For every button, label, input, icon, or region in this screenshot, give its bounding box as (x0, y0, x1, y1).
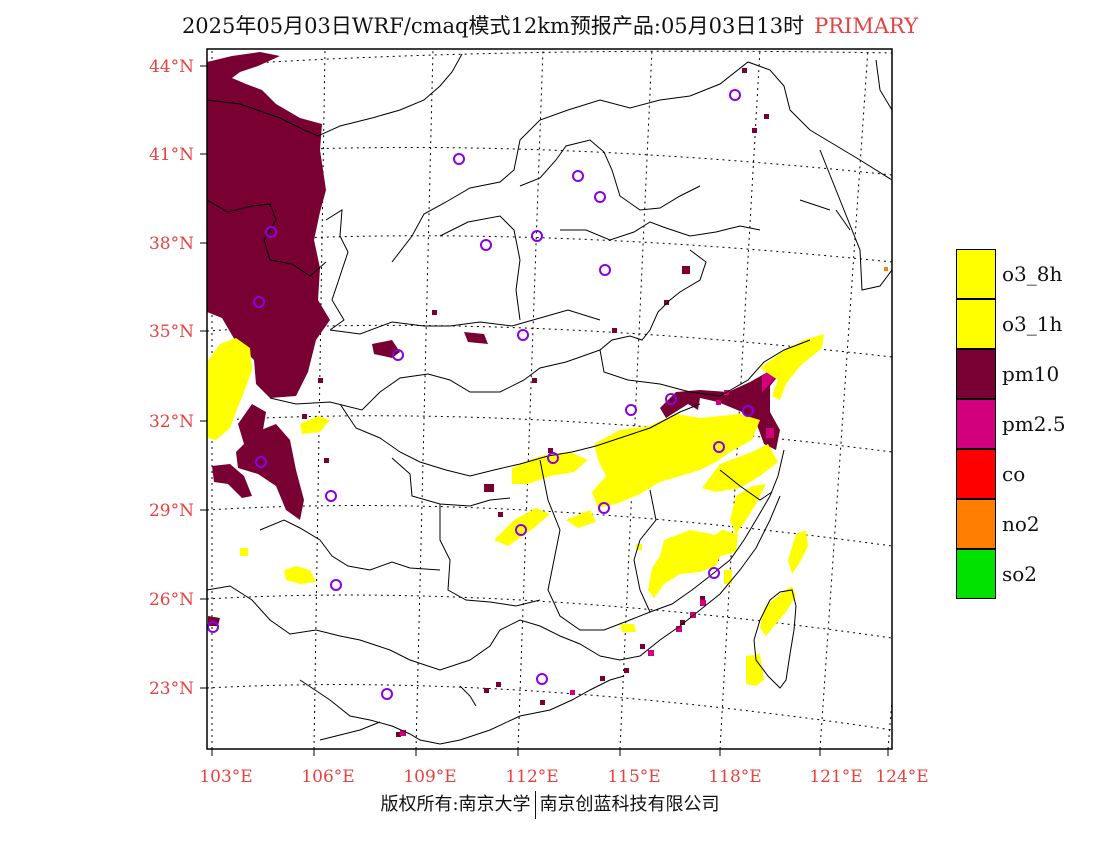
latitude-labels: 44°N 41°N 38°N 35°N 32°N 29°N 26°N 23°N (149, 57, 194, 699)
pm10-regions (207, 52, 796, 737)
legend-label-o3-1h: o3_1h (1002, 312, 1063, 336)
legend-label-so2: so2 (1002, 562, 1038, 586)
legend-swatch-so2 (956, 549, 996, 599)
footer-divider (534, 791, 536, 819)
no2-spot (884, 267, 888, 271)
legend-swatch-no2 (956, 499, 996, 549)
title-primary-tag: PRIMARY (814, 14, 919, 38)
lon-label-115: 115°E (607, 767, 660, 787)
lat-label-29: 29°N (149, 501, 194, 521)
station-markers (207, 89, 754, 700)
lat-label-35: 35°N (149, 322, 194, 342)
footer-copyright: 版权所有:南京大学 (380, 794, 531, 815)
lon-label-118: 118°E (708, 767, 761, 787)
legend-swatch-o3-8h (956, 249, 996, 299)
admin-boundaries (207, 53, 892, 745)
legend-swatch-o3-1h (956, 299, 996, 349)
legend-swatch-pm10 (956, 349, 996, 399)
map-title: 2025年05月03日WRF/cmaq模式12km预报产品:05月03日13时 P… (0, 10, 1100, 40)
lon-label-109: 109°E (403, 767, 456, 787)
footer-company: 南京创蓝科技有限公司 (539, 794, 720, 815)
axis-ticks (200, 65, 889, 756)
lon-label-121: 121°E (809, 767, 862, 787)
lat-label-26: 26°N (149, 590, 194, 610)
lon-label-103: 103°E (199, 767, 252, 787)
legend-label-no2: no2 (1002, 512, 1040, 536)
legend-label-o3-8h: o3_8h (1002, 262, 1063, 286)
lon-label-112: 112°E (505, 767, 558, 787)
map-frame (206, 48, 893, 750)
lat-label-41: 41°N (149, 145, 194, 165)
legend-label-pm25: pm2.5 (1002, 412, 1066, 436)
legend-swatch-co (956, 449, 996, 499)
lon-label-124: 124°E (875, 767, 928, 787)
legend-swatch-pm25 (956, 399, 996, 449)
o3-regions (207, 334, 824, 686)
lat-label-44: 44°N (149, 57, 194, 77)
lat-label-32: 32°N (149, 412, 194, 432)
lat-label-23: 23°N (149, 679, 194, 699)
legend-label-pm10: pm10 (1002, 362, 1060, 386)
copyright-footer: 版权所有:南京大学 南京创蓝科技有限公司 (0, 790, 1100, 819)
legend-label-co: co (1002, 462, 1026, 486)
lat-label-38: 38°N (149, 234, 194, 254)
title-main: 2025年05月03日WRF/cmaq模式12km预报产品:05月03日13时 (181, 14, 805, 38)
lon-label-106: 106°E (301, 767, 354, 787)
longitude-labels: 103°E 106°E 109°E 112°E 115°E 118°E 121°… (199, 767, 928, 787)
